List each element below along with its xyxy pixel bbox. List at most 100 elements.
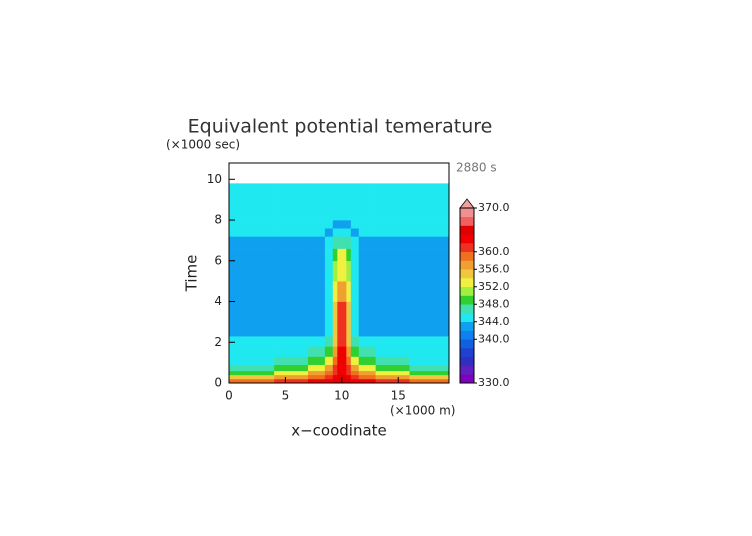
heat-cell (409, 346, 450, 357)
heat-cell (274, 260, 309, 282)
colorbar-band (460, 339, 474, 349)
heat-cell (274, 336, 309, 347)
heat-cell (229, 228, 275, 237)
heat-cell (324, 356, 334, 365)
heat-cell (337, 220, 347, 229)
heat-cell (274, 236, 309, 249)
heat-cell (409, 378, 450, 384)
heat-cell (307, 370, 326, 376)
heat-cell (324, 374, 334, 380)
colorbar-band (460, 278, 474, 288)
heat-cell (409, 183, 450, 221)
heat-cell (324, 228, 334, 237)
colorbar-band (460, 286, 474, 296)
heat-cell (375, 370, 410, 376)
heat-cell (307, 346, 326, 357)
heat-cell (346, 260, 352, 282)
heat-cell (229, 236, 275, 249)
heat-cell (274, 370, 309, 376)
heat-cell (307, 228, 326, 237)
heat-cell (350, 301, 360, 323)
heat-cell (358, 248, 376, 262)
heat-cell (324, 236, 334, 249)
x-tick-label: 10 (334, 389, 349, 403)
heat-cell (358, 378, 376, 384)
heat-cell (307, 281, 326, 302)
heat-cell (375, 374, 410, 380)
heat-cell (324, 346, 334, 357)
heat-cell (332, 374, 338, 380)
heat-cell (409, 228, 450, 237)
colorbar-band (460, 348, 474, 358)
colorbar-tick-label: 370.0 (478, 201, 510, 214)
colorbar-band (460, 295, 474, 305)
heat-cell (324, 364, 334, 372)
heat-cell (350, 228, 360, 237)
heat-cell (346, 370, 352, 376)
colorbar-tick-label: 356.0 (478, 262, 510, 275)
heat-cell (229, 321, 275, 337)
heat-cell (350, 281, 360, 302)
heat-cell (409, 374, 450, 380)
heat-cell (350, 220, 360, 229)
heat-cell (274, 378, 309, 384)
heat-cell (324, 321, 334, 337)
heat-cell (346, 236, 352, 249)
heat-cell (375, 356, 410, 365)
colorbar-band (460, 321, 474, 331)
heat-cell (332, 228, 338, 237)
heat-cell (346, 183, 352, 221)
colorbar-band (460, 304, 474, 314)
heat-cell (409, 260, 450, 282)
heat-cell (375, 183, 410, 221)
heat-cell (375, 346, 410, 357)
heat-cell (274, 321, 309, 337)
heat-cell (375, 281, 410, 302)
x-tick-label: 5 (282, 389, 290, 403)
heat-cell (350, 321, 360, 337)
heat-cell (274, 281, 309, 302)
heat-cell (346, 378, 352, 384)
heat-cell (307, 301, 326, 323)
heat-cell (409, 301, 450, 323)
heat-cell (350, 236, 360, 249)
heat-cell (350, 374, 360, 380)
heat-cell (409, 281, 450, 302)
heat-cell (307, 183, 326, 221)
heat-cell (350, 364, 360, 372)
heat-cell (229, 260, 275, 282)
heat-cell (324, 260, 334, 282)
heat-cell (409, 220, 450, 229)
heat-cell (274, 301, 309, 323)
heat-cell (307, 336, 326, 347)
heat-cell (229, 220, 275, 229)
heat-cell (358, 260, 376, 282)
heat-cell (346, 356, 352, 365)
y-tick-label: 2 (214, 335, 222, 349)
heat-cell (229, 356, 275, 365)
heat-cell (350, 336, 360, 347)
heat-cell (358, 364, 376, 372)
heat-cell (409, 321, 450, 337)
heat-cell (332, 281, 338, 302)
heat-cell (332, 336, 338, 347)
heat-cell (346, 364, 352, 372)
heat-cell (324, 220, 334, 229)
heat-cell (307, 356, 326, 365)
colorbar-tick-label: 330.0 (478, 376, 510, 389)
x-unit: (×1000 m) (390, 404, 455, 418)
heat-cell (337, 248, 347, 262)
heat-cell (375, 228, 410, 237)
heat-cell (346, 248, 352, 262)
heat-cell (346, 281, 352, 302)
heat-cell (409, 248, 450, 262)
heat-cell (375, 301, 410, 323)
heat-cell (307, 378, 326, 384)
colorbar-band (460, 216, 474, 226)
heat-cell (332, 301, 338, 323)
heat-cell (274, 374, 309, 380)
heat-cell (358, 220, 376, 229)
heat-cell (307, 364, 326, 372)
heat-cell (358, 281, 376, 302)
